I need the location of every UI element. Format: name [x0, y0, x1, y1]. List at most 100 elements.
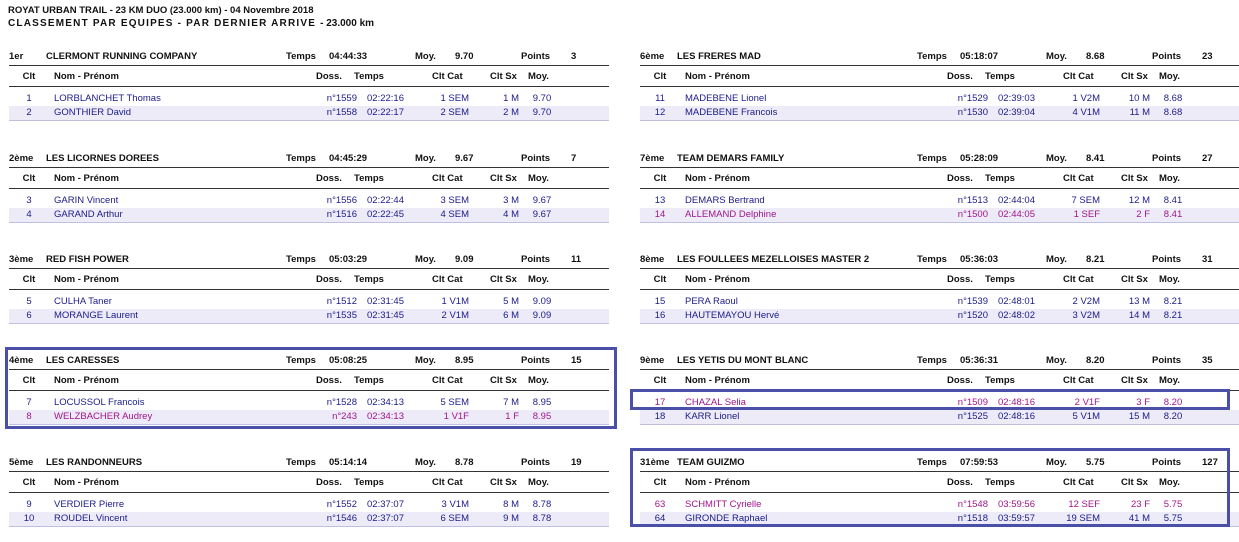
runner-rank: 13 — [654, 195, 666, 206]
runner-bib: n°1513 — [957, 195, 988, 206]
team-name: LES CARESSES — [46, 355, 120, 366]
col-header-time: Temps — [354, 375, 384, 386]
team-avg: 8.41 — [1086, 153, 1105, 164]
runner-name: WELZBACHER Audrey — [54, 411, 153, 422]
runner-category-rank: 5 SEM — [440, 397, 469, 408]
runner-avg: 9.09 — [532, 310, 552, 321]
runner-name: GARIN Vincent — [54, 195, 119, 206]
runner-row: 14 ALLEMAND Delphine n°1500 02:44:05 1 SEF 2 … — [640, 208, 1239, 223]
team-avg-label: Moy. — [415, 457, 436, 468]
col-header-clt: Clt — [653, 477, 667, 488]
runner-row: 8 WELZBACHER Audrey n°243 02:34:13 1 V1F 1 F 8… — [9, 410, 609, 425]
runner-bib: n°1529 — [957, 93, 988, 104]
subtitle-distance: - 23.000 km — [320, 18, 375, 29]
team-points: 11 — [571, 254, 582, 265]
column-header-row: Clt Nom - Prénom Doss. Temps Clt Cat Clt Sx Mo… — [9, 269, 609, 290]
team-avg-label: Moy. — [415, 51, 436, 62]
runner-rank: 6 — [26, 310, 32, 321]
team-avg: 5.75 — [1086, 457, 1105, 468]
runner-time: 02:22:44 — [367, 195, 404, 206]
col-header-name: Nom - Prénom — [685, 71, 750, 82]
runner-bib: n°1552 — [326, 499, 357, 510]
team-points-label: Points — [521, 153, 551, 164]
runner-rank: 8 — [26, 411, 32, 422]
team-title-row: 9ème LES YETIS DU MONT BLANC Temps 05:36:31… — [640, 352, 1239, 370]
col-header-cltcat: Clt Cat — [432, 173, 463, 184]
team-time-label: Temps — [917, 254, 947, 265]
runner-rank: 9 — [26, 499, 32, 510]
team-time: 05:28:09 — [960, 153, 999, 164]
team-points: 31 — [1202, 254, 1213, 265]
col-header-doss: Doss. — [316, 173, 342, 184]
col-header-doss: Doss. — [947, 173, 973, 184]
col-header-name: Nom - Prénom — [54, 375, 119, 386]
runner-avg: 8.21 — [1163, 310, 1183, 321]
col-header-moy: Moy. — [528, 477, 549, 488]
col-header-clt: Clt — [22, 71, 36, 82]
runner-row: 18 KARR Lionel n°1525 02:48:16 5 V1M 15 M 8.20 — [640, 410, 1239, 425]
runner-sex-rank: 11 M — [1129, 107, 1150, 118]
team-avg: 9.09 — [455, 254, 474, 265]
runner-bib: n°1556 — [326, 195, 357, 206]
runner-name: LOCUSSOL Francois — [54, 397, 145, 408]
runner-name: KARR Lionel — [685, 411, 740, 422]
team-rank: 5ème — [9, 457, 34, 468]
runner-rank: 4 — [26, 209, 32, 220]
col-header-name: Nom - Prénom — [54, 173, 119, 184]
team-title-row: 7ème TEAM DEMARS FAMILY Temps 05:28:09 Moy. 8… — [640, 150, 1239, 168]
team-title-row: 1er CLERMONT RUNNING COMPANY Temps 04:44:33… — [9, 48, 609, 66]
team-name: LES FOULLEES MEZELLOISES MASTER 2 — [677, 254, 870, 265]
runner-category-rank: 5 V1M — [1072, 411, 1100, 422]
col-header-cltsx: Clt Sx — [1121, 274, 1148, 285]
runner-time: 02:22:45 — [367, 209, 404, 220]
team-time-label: Temps — [917, 51, 947, 62]
runner-avg: 8.41 — [1163, 195, 1183, 206]
highlight-box-chazal-selia — [630, 389, 1230, 410]
col-header-moy: Moy. — [1159, 274, 1180, 285]
runner-bib: n°1528 — [326, 397, 357, 408]
col-header-name: Nom - Prénom — [54, 71, 119, 82]
runner-time: 02:37:07 — [367, 499, 404, 510]
runner-rank: 12 — [654, 107, 666, 118]
col-header-doss: Doss. — [947, 274, 973, 285]
team-rank: 1er — [9, 51, 24, 62]
runner-name: CULHA Taner — [54, 296, 112, 307]
team-points: 27 — [1202, 153, 1213, 164]
col-header-clt: Clt — [22, 477, 36, 488]
team-title-row: 8ème LES FOULLEES MEZELLOISES MASTER 2 Tem… — [640, 251, 1239, 269]
runner-row: 63 SCHMITT Cyrielle n°1548 03:59:56 12 SEF 23… — [640, 498, 1239, 512]
col-header-clt: Clt — [22, 274, 36, 285]
team-time: 05:18:07 — [960, 51, 999, 62]
runner-name: SCHMITT Cyrielle — [685, 499, 762, 510]
runner-sex-rank: 15 M — [1128, 411, 1150, 422]
runner-rank: 2 — [26, 107, 32, 118]
col-header-cltcat: Clt Cat — [1063, 477, 1094, 488]
runner-category-rank: 1 V1M — [441, 296, 469, 307]
runner-row: 2 GONTHIER David n°1558 02:22:17 2 SEM 2 M 9.7… — [9, 106, 609, 121]
runner-avg: 9.70 — [532, 107, 552, 118]
team-time-label: Temps — [286, 355, 316, 366]
runner-row: 5 CULHA Taner n°1512 02:31:45 1 V1M 5 M 9.09 — [9, 295, 609, 309]
runner-avg: 8.68 — [1163, 107, 1183, 118]
runner-avg: 8.21 — [1163, 296, 1183, 307]
runner-category-rank: 2 SEM — [440, 107, 469, 118]
runner-row: 3 GARIN Vincent n°1556 02:22:44 3 SEM 3 M 9.67 — [9, 194, 609, 208]
runner-rank: 16 — [654, 310, 666, 321]
col-header-time: Temps — [354, 173, 384, 184]
runner-row: 7 LOCUSSOL Francois n°1528 02:34:13 5 SEM 7 M… — [9, 396, 609, 410]
document-title: ROYAT URBAN TRAIL - 23 KM DUO (23.000 km… — [8, 5, 314, 16]
col-header-cltcat: Clt Cat — [1063, 71, 1094, 82]
col-header-doss: Doss. — [947, 477, 973, 488]
runner-row: 13 DEMARS Bertrand n°1513 02:44:04 7 SEM 12 M… — [640, 194, 1239, 208]
col-header-moy: Moy. — [1159, 477, 1180, 488]
team-avg-label: Moy. — [1046, 457, 1067, 468]
team-points-label: Points — [521, 457, 551, 468]
runner-bib: n°1512 — [326, 296, 357, 307]
runner-row: 6 MORANGE Laurent n°1535 02:31:45 2 V1M 6 M 9.… — [9, 309, 609, 324]
team-rank: 9ème — [640, 355, 665, 366]
runner-avg: 8.68 — [1163, 93, 1183, 104]
runner-name: GARAND Arthur — [54, 209, 123, 220]
document-subtitle: CLASSEMENT PAR EQUIPES - PAR DERNIER ARR… — [8, 18, 374, 29]
runner-time: 02:48:16 — [998, 411, 1035, 422]
runner-category-rank: 3 V2M — [1072, 310, 1100, 321]
